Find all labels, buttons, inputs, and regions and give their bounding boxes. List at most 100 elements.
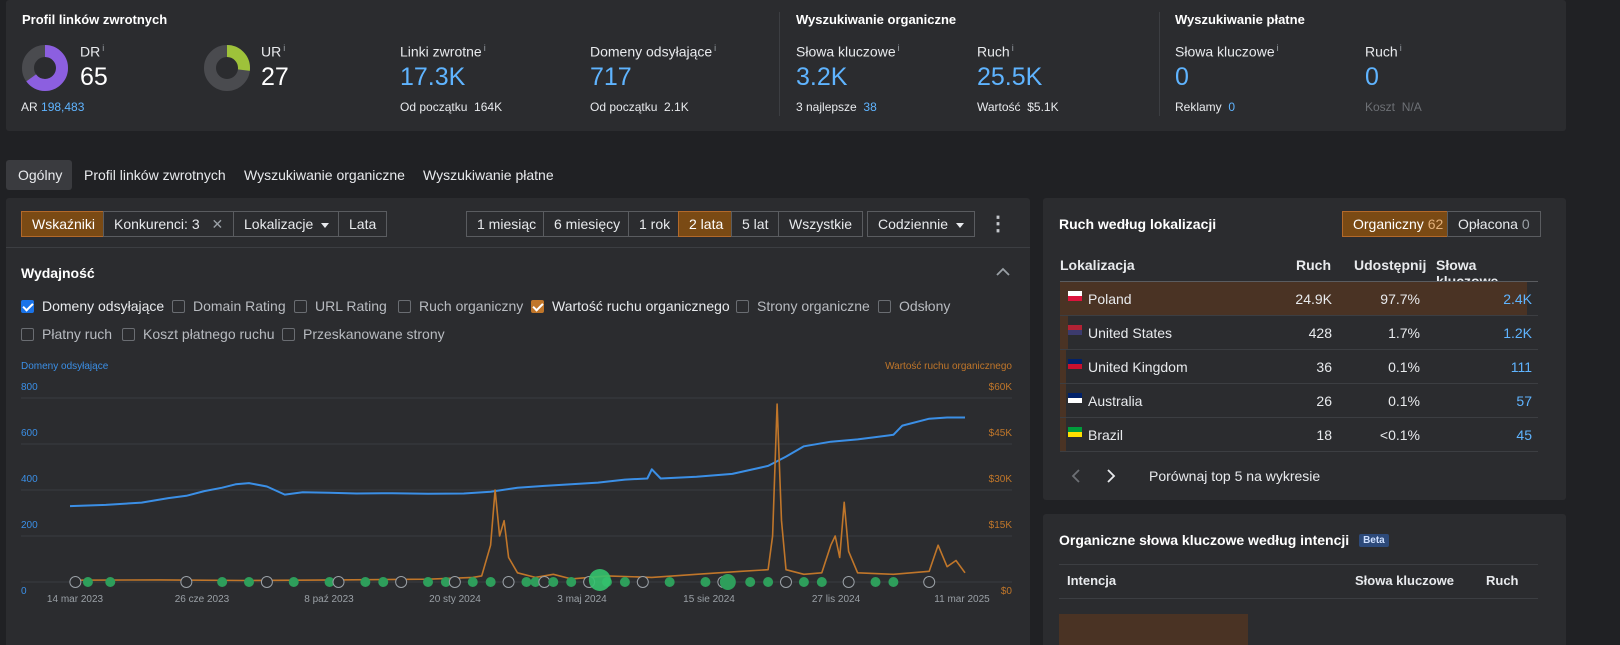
checkbox[interactable] <box>282 328 295 341</box>
option-organic-traffic-value[interactable]: Wartość ruchu organicznego <box>531 298 730 314</box>
country-name[interactable]: Australia <box>1088 393 1143 409</box>
organic-keywords-value[interactable]: 3.2K <box>796 63 848 91</box>
table-row[interactable]: Brazil 18 <0.1% 45 <box>1060 418 1538 452</box>
share-bar <box>1060 350 1066 383</box>
range-1-year[interactable]: 1 rok <box>628 211 682 237</box>
organic-traffic-label: Ruch i <box>977 43 1014 60</box>
divider <box>1159 12 1160 116</box>
toggle-organic[interactable]: Organiczny 62 <box>1342 211 1455 237</box>
table-header-border <box>1060 281 1538 282</box>
right-tick-label: $60K <box>989 382 1013 393</box>
checkbox[interactable] <box>878 300 891 313</box>
backlinks-value[interactable]: 17.3K <box>400 63 466 91</box>
keywords-value[interactable]: 1.2K <box>1503 325 1532 341</box>
chevron-right-icon[interactable] <box>1106 469 1116 483</box>
checkbox[interactable] <box>294 300 307 313</box>
competitors-button[interactable]: Konkurenci: 3 ✕ <box>103 211 235 237</box>
option-url-rating[interactable]: URL Rating <box>294 298 387 314</box>
intent-col-keywords[interactable]: Słowa kluczowe <box>1355 573 1454 588</box>
checkbox[interactable] <box>398 300 411 313</box>
option-paid-traffic[interactable]: Płatny ruch <box>21 326 112 342</box>
dr-donut <box>22 45 68 91</box>
ar-value[interactable]: 198,483 <box>41 100 85 114</box>
intent-col-traffic[interactable]: Ruch <box>1486 573 1519 588</box>
intent-divider <box>1059 598 1538 599</box>
indicators-button[interactable]: Wskaźniki <box>21 211 107 237</box>
paid-keywords-value[interactable]: 0 <box>1175 63 1189 91</box>
share-bar <box>1060 384 1066 417</box>
event-dot <box>244 577 254 587</box>
interval-dropdown[interactable]: Codziennie <box>867 211 976 237</box>
option-paid-traffic-cost[interactable]: Koszt płatnego ruchu <box>122 326 275 342</box>
close-icon[interactable]: ✕ <box>211 216 224 232</box>
keywords-value[interactable]: 45 <box>1516 427 1532 443</box>
performance-card <box>6 198 1030 645</box>
chevron-left-icon[interactable] <box>1071 469 1081 483</box>
toggle-paid[interactable]: Opłacona 0 <box>1447 211 1541 237</box>
country-name[interactable]: Poland <box>1088 291 1132 307</box>
update-marker <box>538 576 551 588</box>
flag-icon <box>1068 427 1082 437</box>
checkbox[interactable] <box>21 328 34 341</box>
range-6-months[interactable]: 6 miesięcy <box>543 211 632 237</box>
tab-organic-search[interactable]: Wyszukiwanie organiczne <box>244 167 405 183</box>
locations-button[interactable]: Lokalizacje <box>233 211 341 237</box>
table-row[interactable]: Poland 24.9K 97.7% 2.4K <box>1060 282 1538 316</box>
option-organic-pages[interactable]: Strony organiczne <box>736 298 870 314</box>
event-dot <box>467 577 478 587</box>
x-tick-label: 8 paź 2023 <box>304 594 354 605</box>
range-all[interactable]: Wszystkie <box>778 211 863 237</box>
tab-paid-search[interactable]: Wyszukiwanie płatne <box>423 167 554 183</box>
country-name[interactable]: United Kingdom <box>1088 359 1188 375</box>
event-dot <box>105 577 116 587</box>
compare-top5-link[interactable]: Porównaj top 5 na wykresie <box>1149 468 1321 484</box>
option-organic-traffic[interactable]: Ruch organiczny <box>398 298 523 314</box>
years-button[interactable]: Lata <box>338 211 388 237</box>
option-pageviews[interactable]: Odsłony <box>878 298 950 314</box>
tab-overview[interactable]: Ogólny <box>6 160 72 190</box>
table-row[interactable]: United Kingdom 36 0.1% 111 <box>1060 350 1538 384</box>
intent-divider <box>1059 564 1538 565</box>
option-crawled-pages[interactable]: Przeskanowane strony <box>282 326 445 342</box>
left-tick-label: 800 <box>21 382 38 393</box>
performance-chart[interactable]: 0 $0 200 $15K 400 $30K 600 $45K 800 $60K 14 mar 20… <box>0 370 1030 610</box>
left-axis-title: Domeny odsyłające <box>21 361 109 372</box>
event-dot <box>888 577 899 587</box>
event-dot <box>798 577 809 587</box>
range-2-years[interactable]: 2 lata <box>678 211 735 237</box>
range-1-month[interactable]: 1 miesiąc <box>466 211 548 237</box>
traffic-value: 18 <box>1316 427 1332 443</box>
share-value: 97.7% <box>1380 291 1420 307</box>
paid-traffic-value[interactable]: 0 <box>1365 63 1379 91</box>
ref-domains-value[interactable]: 717 <box>590 63 632 91</box>
organic-top3: 3 najlepsze 38 <box>796 100 877 114</box>
country-name[interactable]: Brazil <box>1088 427 1124 443</box>
checkbox[interactable] <box>531 300 544 313</box>
checkbox[interactable] <box>736 300 749 313</box>
checkbox[interactable] <box>172 300 185 313</box>
share-bar <box>1060 418 1066 451</box>
checkbox[interactable] <box>21 300 34 313</box>
table-row[interactable]: United States 428 1.7% 1.2K <box>1060 316 1538 350</box>
option-domain-rating[interactable]: Domain Rating <box>172 298 286 314</box>
tab-backlinks-profile[interactable]: Profil linków zwrotnych <box>84 167 226 183</box>
option-ref-domains[interactable]: Domeny odsyłające <box>21 298 164 314</box>
keywords-value[interactable]: 57 <box>1516 393 1532 409</box>
checkbox[interactable] <box>122 328 135 341</box>
share-value: 1.7% <box>1388 325 1420 341</box>
chevron-up-icon[interactable] <box>996 267 1010 277</box>
flag-icon <box>1068 359 1082 369</box>
left-tick-label: 600 <box>21 428 38 439</box>
organic-traffic-value[interactable]: 25.5K <box>977 63 1043 91</box>
keywords-value[interactable]: 111 <box>1510 359 1532 375</box>
table-row[interactable]: Australia 26 0.1% 57 <box>1060 384 1538 418</box>
country-name[interactable]: United States <box>1088 325 1173 341</box>
right-tick-label: $45K <box>989 428 1013 439</box>
more-options-icon[interactable]: ⋮ <box>988 213 1008 235</box>
column-header[interactable]: Udostępnij <box>1354 257 1427 273</box>
traffic-value: 36 <box>1316 359 1332 375</box>
column-header[interactable]: Ruch <box>1296 257 1331 273</box>
range-5-years[interactable]: 5 lat <box>731 211 780 237</box>
keywords-value[interactable]: 2.4K <box>1503 291 1532 307</box>
left-tick-label: 200 <box>21 520 38 531</box>
